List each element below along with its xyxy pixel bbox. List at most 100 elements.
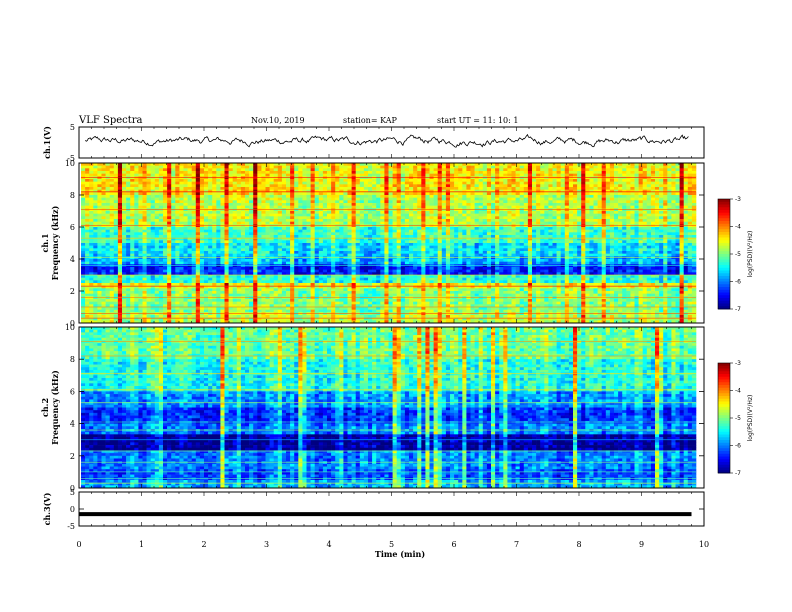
spectrogram-cell	[605, 229, 611, 233]
spectrogram-cell	[286, 181, 291, 185]
spectrogram-cell	[511, 213, 516, 217]
spectrogram-cell	[253, 187, 258, 190]
spectrogram-cell	[564, 173, 570, 177]
spectrogram-cell	[691, 179, 697, 182]
spectrogram-cell	[523, 213, 529, 217]
spectrogram-cell	[433, 243, 438, 246]
spectrogram-cell	[359, 165, 365, 169]
spectrogram-cell	[626, 227, 631, 230]
spectrogram-cell	[437, 237, 443, 241]
spectrogram-cell	[154, 173, 160, 177]
spectrogram-cell	[220, 200, 225, 204]
spectrogram-cell	[646, 216, 652, 220]
spectrogram-cell	[277, 187, 283, 190]
spectrogram-cell	[560, 187, 566, 190]
spectrogram-cell	[117, 227, 123, 230]
spectrogram-cell	[519, 227, 525, 230]
spectrogram-cell	[134, 208, 139, 212]
spectrogram-cell	[532, 195, 537, 198]
spectrogram-cell	[482, 237, 488, 241]
spectrogram-cell	[441, 243, 447, 246]
spectrogram-cell	[409, 192, 414, 196]
spectrogram-cell	[568, 229, 574, 233]
spectrogram-cell	[306, 203, 311, 206]
spectrogram-cell	[199, 203, 205, 206]
spectrogram-cell	[351, 192, 356, 196]
spectrogram-cell	[212, 181, 217, 185]
spectrogram-cell	[470, 211, 475, 214]
spectrogram-cell	[257, 197, 262, 201]
spectrogram-cell	[474, 240, 479, 244]
spectrogram-cell	[597, 203, 602, 206]
spectrogram-cell	[113, 245, 119, 249]
spectrogram-cell	[265, 165, 270, 169]
spectrogram-cell	[450, 197, 455, 201]
spectrogram-cell	[224, 243, 229, 246]
spectrogram-cell	[392, 232, 397, 236]
spectrogram-cell	[146, 240, 151, 244]
spectrogram-cell	[409, 168, 414, 172]
spectrogram-cell	[638, 195, 643, 198]
spectrogram-cell	[523, 192, 529, 196]
spectrogram-cell	[589, 176, 594, 180]
spectrogram-cell	[601, 165, 607, 169]
spectrogram-cell	[257, 163, 262, 166]
spectrogram-cell	[113, 224, 119, 228]
spectrogram-cell	[93, 211, 98, 214]
spectrogram-cell	[187, 165, 192, 169]
spectrogram-cell	[277, 173, 283, 177]
spectrogram-cell	[630, 165, 635, 169]
spectrogram-cell	[573, 189, 578, 193]
spectrogram-cell	[691, 213, 697, 217]
spectrogram-cell	[224, 179, 229, 182]
spectrogram-cell	[409, 189, 414, 193]
spectrogram-cell	[253, 197, 258, 201]
spectrogram-cell	[322, 216, 328, 220]
spectrogram-cell	[249, 205, 254, 209]
spectrogram-cell	[175, 216, 180, 220]
spectrogram-cell	[400, 216, 406, 220]
spectrogram-cell	[163, 195, 168, 198]
spectrogram-cell	[507, 181, 512, 185]
spectrogram-cell	[458, 243, 463, 246]
spectrogram-cell	[347, 163, 352, 166]
spectrogram-cell	[642, 171, 648, 174]
spectrogram-cell	[663, 219, 668, 222]
spectrogram-cell	[499, 184, 504, 188]
spectrogram-cell	[347, 165, 352, 169]
spectrogram-cell	[146, 235, 151, 238]
spectrogram-cell	[126, 237, 131, 241]
spectrogram-cell	[388, 248, 393, 252]
spectrogram-cell	[163, 200, 168, 204]
spectrogram-cell	[675, 213, 680, 217]
spectrogram-cell	[179, 248, 184, 252]
spectrogram-cell	[519, 237, 525, 241]
spectrogram-cell	[454, 224, 459, 228]
spectrogram-cell	[429, 240, 434, 244]
spectrogram-cell	[175, 173, 180, 177]
spectrogram-cell	[175, 229, 180, 233]
spectrogram-cell	[466, 165, 471, 169]
spectrogram-cell	[478, 192, 484, 196]
spectrogram-cell	[359, 200, 365, 204]
spectrogram-cell	[495, 195, 500, 198]
spectrogram-cell	[683, 213, 689, 217]
spectrogram-cell	[105, 168, 110, 172]
spectrogram-cell	[294, 192, 299, 196]
spectrogram-cell	[236, 216, 242, 220]
spectrogram-cell	[339, 176, 344, 180]
spectrogram-cell	[573, 213, 578, 217]
spectrogram-cell	[236, 224, 242, 228]
spectrogram-cell	[384, 163, 389, 166]
spectrogram-cell	[191, 221, 197, 225]
spectrogram-cell	[540, 195, 545, 198]
spectrogram-cell	[515, 195, 520, 198]
spectrogram-cell	[245, 168, 250, 172]
spectrogram-cell	[314, 179, 320, 182]
spectrogram-cell	[81, 229, 86, 233]
spectrogram-cell	[368, 173, 373, 177]
spectrogram-cell	[560, 229, 566, 233]
spectrogram-cell	[458, 208, 463, 212]
spectrogram-cell	[527, 181, 533, 185]
spectrogram-cell	[195, 205, 201, 209]
